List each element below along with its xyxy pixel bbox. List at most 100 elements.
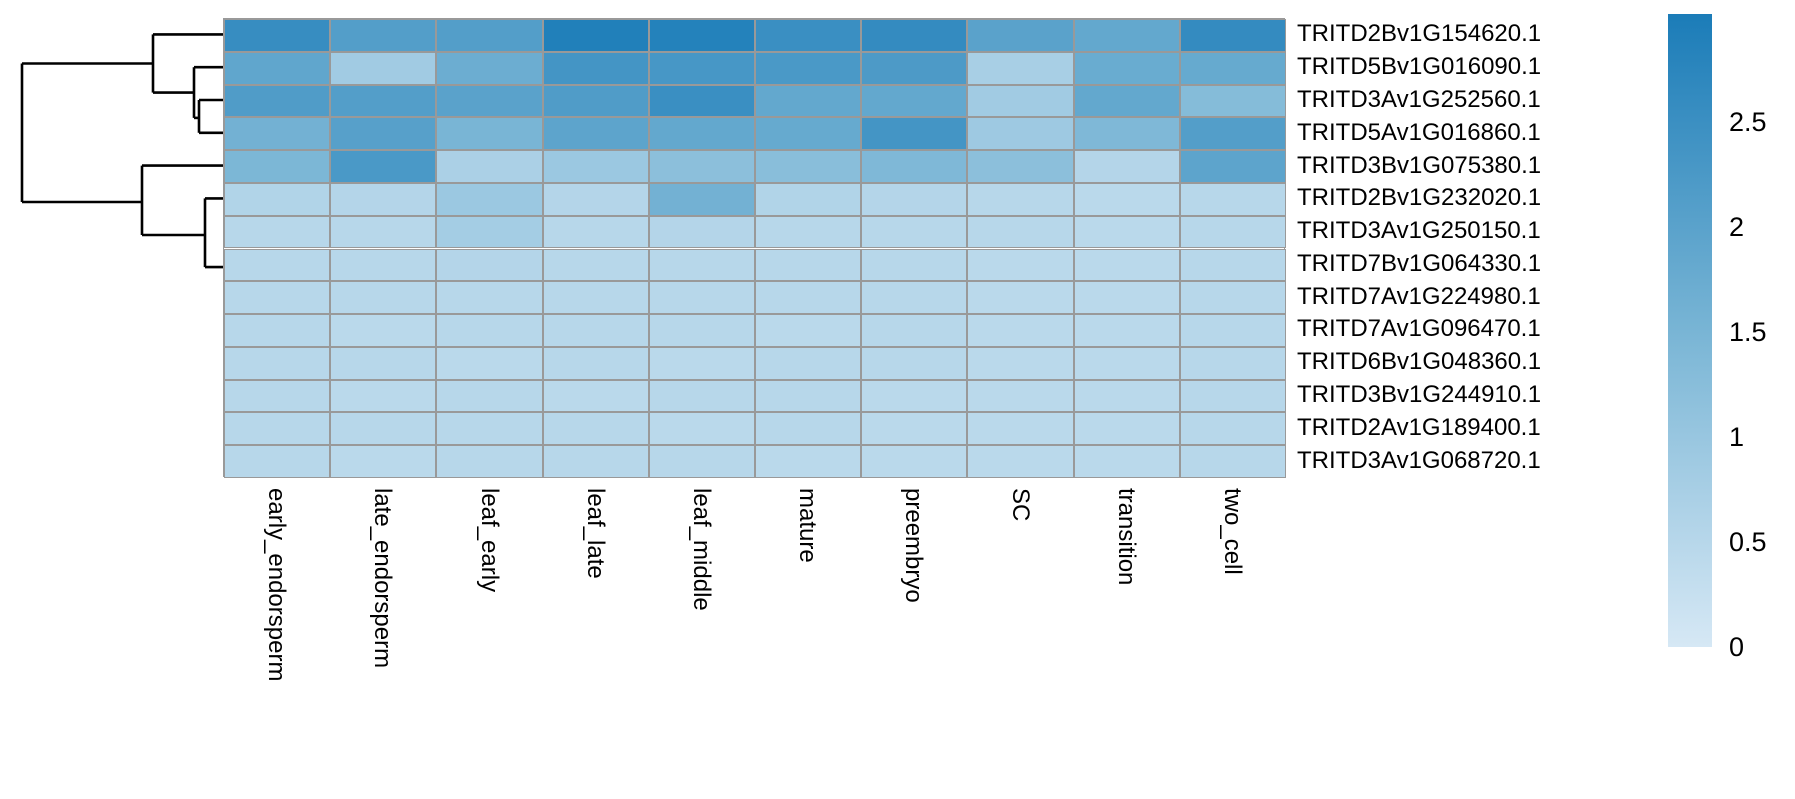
row-label: TRITD3Av1G068720.1 bbox=[1297, 446, 1541, 474]
heatmap-cell bbox=[1073, 150, 1180, 183]
heatmap-cell bbox=[967, 346, 1074, 380]
heatmap-cell bbox=[861, 248, 968, 282]
row-label: TRITD6Bv1G048360.1 bbox=[1297, 348, 1542, 376]
heatmap-cell bbox=[648, 182, 755, 216]
row-label: TRITD7Bv1G064330.1 bbox=[1297, 249, 1542, 277]
heatmap-cell bbox=[1179, 412, 1286, 446]
heatmap-cell bbox=[224, 346, 331, 380]
heatmap-cell bbox=[330, 281, 437, 315]
heatmap-cell bbox=[436, 84, 543, 118]
column-label: transition bbox=[1112, 488, 1140, 586]
heatmap-cell bbox=[1179, 84, 1286, 118]
column-label: leaf_early bbox=[475, 488, 503, 593]
heatmap-cell bbox=[755, 117, 862, 151]
column-label: late_endorsperm bbox=[369, 488, 397, 669]
heatmap-cell bbox=[224, 248, 331, 282]
heatmap-cell bbox=[1073, 281, 1180, 315]
heatmap-cell bbox=[542, 248, 649, 282]
heatmap-cell bbox=[1073, 412, 1180, 446]
heatmap-cell bbox=[436, 346, 543, 380]
heatmap-cell bbox=[1179, 281, 1286, 315]
heatmap-cell bbox=[436, 19, 543, 52]
heatmap-cell bbox=[755, 412, 862, 446]
heatmap-cell bbox=[330, 445, 437, 478]
heatmap-cell bbox=[330, 117, 437, 151]
heatmap-cell bbox=[648, 51, 755, 85]
heatmap-cell bbox=[542, 412, 649, 446]
heatmap-cell bbox=[330, 182, 437, 216]
row-label: TRITD5Av1G016860.1 bbox=[1297, 118, 1541, 146]
heatmap-cell bbox=[861, 379, 968, 413]
heatmap-cell bbox=[1179, 150, 1286, 183]
heatmap-cell bbox=[1073, 379, 1180, 413]
heatmap-cell bbox=[1179, 248, 1286, 282]
heatmap-cell bbox=[330, 314, 437, 347]
heatmap-cell bbox=[755, 314, 862, 347]
heatmap-cell bbox=[648, 445, 755, 478]
heatmap-cell bbox=[224, 51, 331, 85]
column-label: SC bbox=[1006, 488, 1034, 522]
heatmap-cell bbox=[436, 445, 543, 478]
heatmap-cell bbox=[330, 19, 437, 52]
heatmap-cell bbox=[224, 150, 331, 183]
legend-tick-label: 2.5 bbox=[1729, 107, 1767, 138]
heatmap-cell bbox=[224, 182, 331, 216]
heatmap-cell bbox=[436, 150, 543, 183]
heatmap-cell bbox=[224, 379, 331, 413]
heatmap-cell bbox=[861, 182, 968, 216]
heatmap-cell bbox=[967, 51, 1074, 85]
heatmap-cell bbox=[861, 215, 968, 249]
heatmap-cell bbox=[436, 182, 543, 216]
legend-tick-label: 0 bbox=[1729, 632, 1745, 662]
heatmap-grid bbox=[223, 18, 1286, 478]
legend-tick-label: 2 bbox=[1729, 212, 1745, 243]
heatmap-cell bbox=[542, 281, 649, 315]
heatmap-cell bbox=[967, 248, 1074, 282]
legend-tick-label: 0.5 bbox=[1729, 527, 1767, 558]
heatmap-cell bbox=[755, 346, 862, 380]
heatmap-cell bbox=[861, 84, 968, 118]
heatmap-cell bbox=[755, 379, 862, 413]
heatmap-cell bbox=[436, 379, 543, 413]
heatmap-cell bbox=[224, 84, 331, 118]
column-label: leaf_middle bbox=[687, 488, 715, 611]
heatmap-cell bbox=[330, 346, 437, 380]
heatmap-cell bbox=[542, 346, 649, 380]
heatmap-cell bbox=[1073, 248, 1180, 282]
heatmap-cell bbox=[224, 314, 331, 347]
heatmap-cell bbox=[861, 150, 968, 183]
row-label: TRITD5Bv1G016090.1 bbox=[1297, 53, 1542, 81]
heatmap-cell bbox=[967, 412, 1074, 446]
heatmap-cell bbox=[861, 314, 968, 347]
heatmap-cell bbox=[755, 248, 862, 282]
heatmap-cell bbox=[542, 84, 649, 118]
heatmap-cell bbox=[967, 281, 1074, 315]
heatmap-cell bbox=[330, 51, 437, 85]
heatmap-cell bbox=[755, 182, 862, 216]
heatmap-cell bbox=[648, 314, 755, 347]
heatmap-cell bbox=[648, 412, 755, 446]
column-label: mature bbox=[794, 488, 822, 563]
heatmap-cell bbox=[967, 215, 1074, 249]
heatmap-cell bbox=[861, 117, 968, 151]
heatmap-cell bbox=[542, 117, 649, 151]
heatmap-cell bbox=[648, 281, 755, 315]
heatmap-cell bbox=[648, 117, 755, 151]
heatmap-cell bbox=[1073, 215, 1180, 249]
heatmap-cell bbox=[967, 19, 1074, 52]
heatmap-cell bbox=[755, 445, 862, 478]
heatmap-cell bbox=[330, 248, 437, 282]
heatmap-cell bbox=[861, 346, 968, 380]
column-label: preembryo bbox=[900, 488, 928, 603]
heatmap-cell bbox=[648, 84, 755, 118]
heatmap-cell bbox=[967, 314, 1074, 347]
legend-tick-label: 1 bbox=[1729, 422, 1745, 453]
heatmap-cell bbox=[1073, 346, 1180, 380]
heatmap-cell bbox=[648, 248, 755, 282]
heatmap-cell bbox=[755, 51, 862, 85]
heatmap-cell bbox=[224, 215, 331, 249]
heatmap-cell bbox=[861, 19, 968, 52]
heatmap-cell bbox=[542, 379, 649, 413]
heatmap-cell bbox=[1073, 182, 1180, 216]
